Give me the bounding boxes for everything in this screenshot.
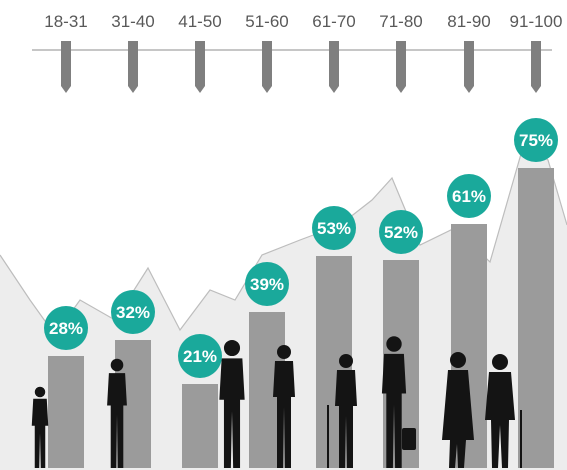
category-marker <box>531 41 541 93</box>
value-badges: 28% 32% 21% 39% 53% 52% 61% 75% <box>44 118 558 378</box>
category-marker <box>195 41 205 93</box>
category-marker <box>329 41 339 93</box>
value-badge <box>379 210 423 254</box>
child-silhouette-icon <box>31 386 49 468</box>
value-label: 32% <box>116 303 150 322</box>
value-badge <box>111 290 155 334</box>
elderly-couple-icon <box>442 352 522 468</box>
value-label: 28% <box>49 319 83 338</box>
value-label: 52% <box>384 223 418 242</box>
woman-silhouette-icon <box>273 345 295 468</box>
value-label: 75% <box>519 131 553 150</box>
category-label: 31-40 <box>111 12 154 31</box>
man-silhouette-icon <box>219 339 245 468</box>
category-marker <box>464 41 474 93</box>
category-marker <box>262 41 272 93</box>
bar <box>518 168 554 468</box>
category-label: 81-90 <box>447 12 490 31</box>
bar <box>182 384 218 468</box>
value-badge <box>178 334 222 378</box>
category-label: 71-80 <box>379 12 422 31</box>
category-label: 91-100 <box>510 12 563 31</box>
value-badge <box>44 306 88 350</box>
people-silhouettes <box>31 336 522 468</box>
category-labels: 18-31 31-40 41-50 51-60 61-70 71-80 81-90 91-10… <box>44 12 562 31</box>
value-badge <box>245 262 289 306</box>
category-label: 51-60 <box>245 12 288 31</box>
value-badge <box>447 174 491 218</box>
boy-silhouette-icon <box>107 358 127 468</box>
category-label: 61-70 <box>312 12 355 31</box>
category-marker <box>396 41 406 93</box>
category-markers <box>61 41 541 93</box>
bar <box>48 356 84 468</box>
elderly-man-with-bag-icon <box>381 336 416 468</box>
value-label: 21% <box>183 347 217 366</box>
category-label: 41-50 <box>178 12 221 31</box>
category-marker <box>61 41 71 93</box>
category-marker <box>128 41 138 93</box>
value-badge <box>312 206 356 250</box>
category-label: 18-31 <box>44 12 87 31</box>
value-badge <box>514 118 558 162</box>
value-label: 53% <box>317 219 351 238</box>
value-label: 39% <box>250 275 284 294</box>
elderly-woman-with-cane-icon <box>327 354 357 468</box>
value-label: 61% <box>452 187 486 206</box>
